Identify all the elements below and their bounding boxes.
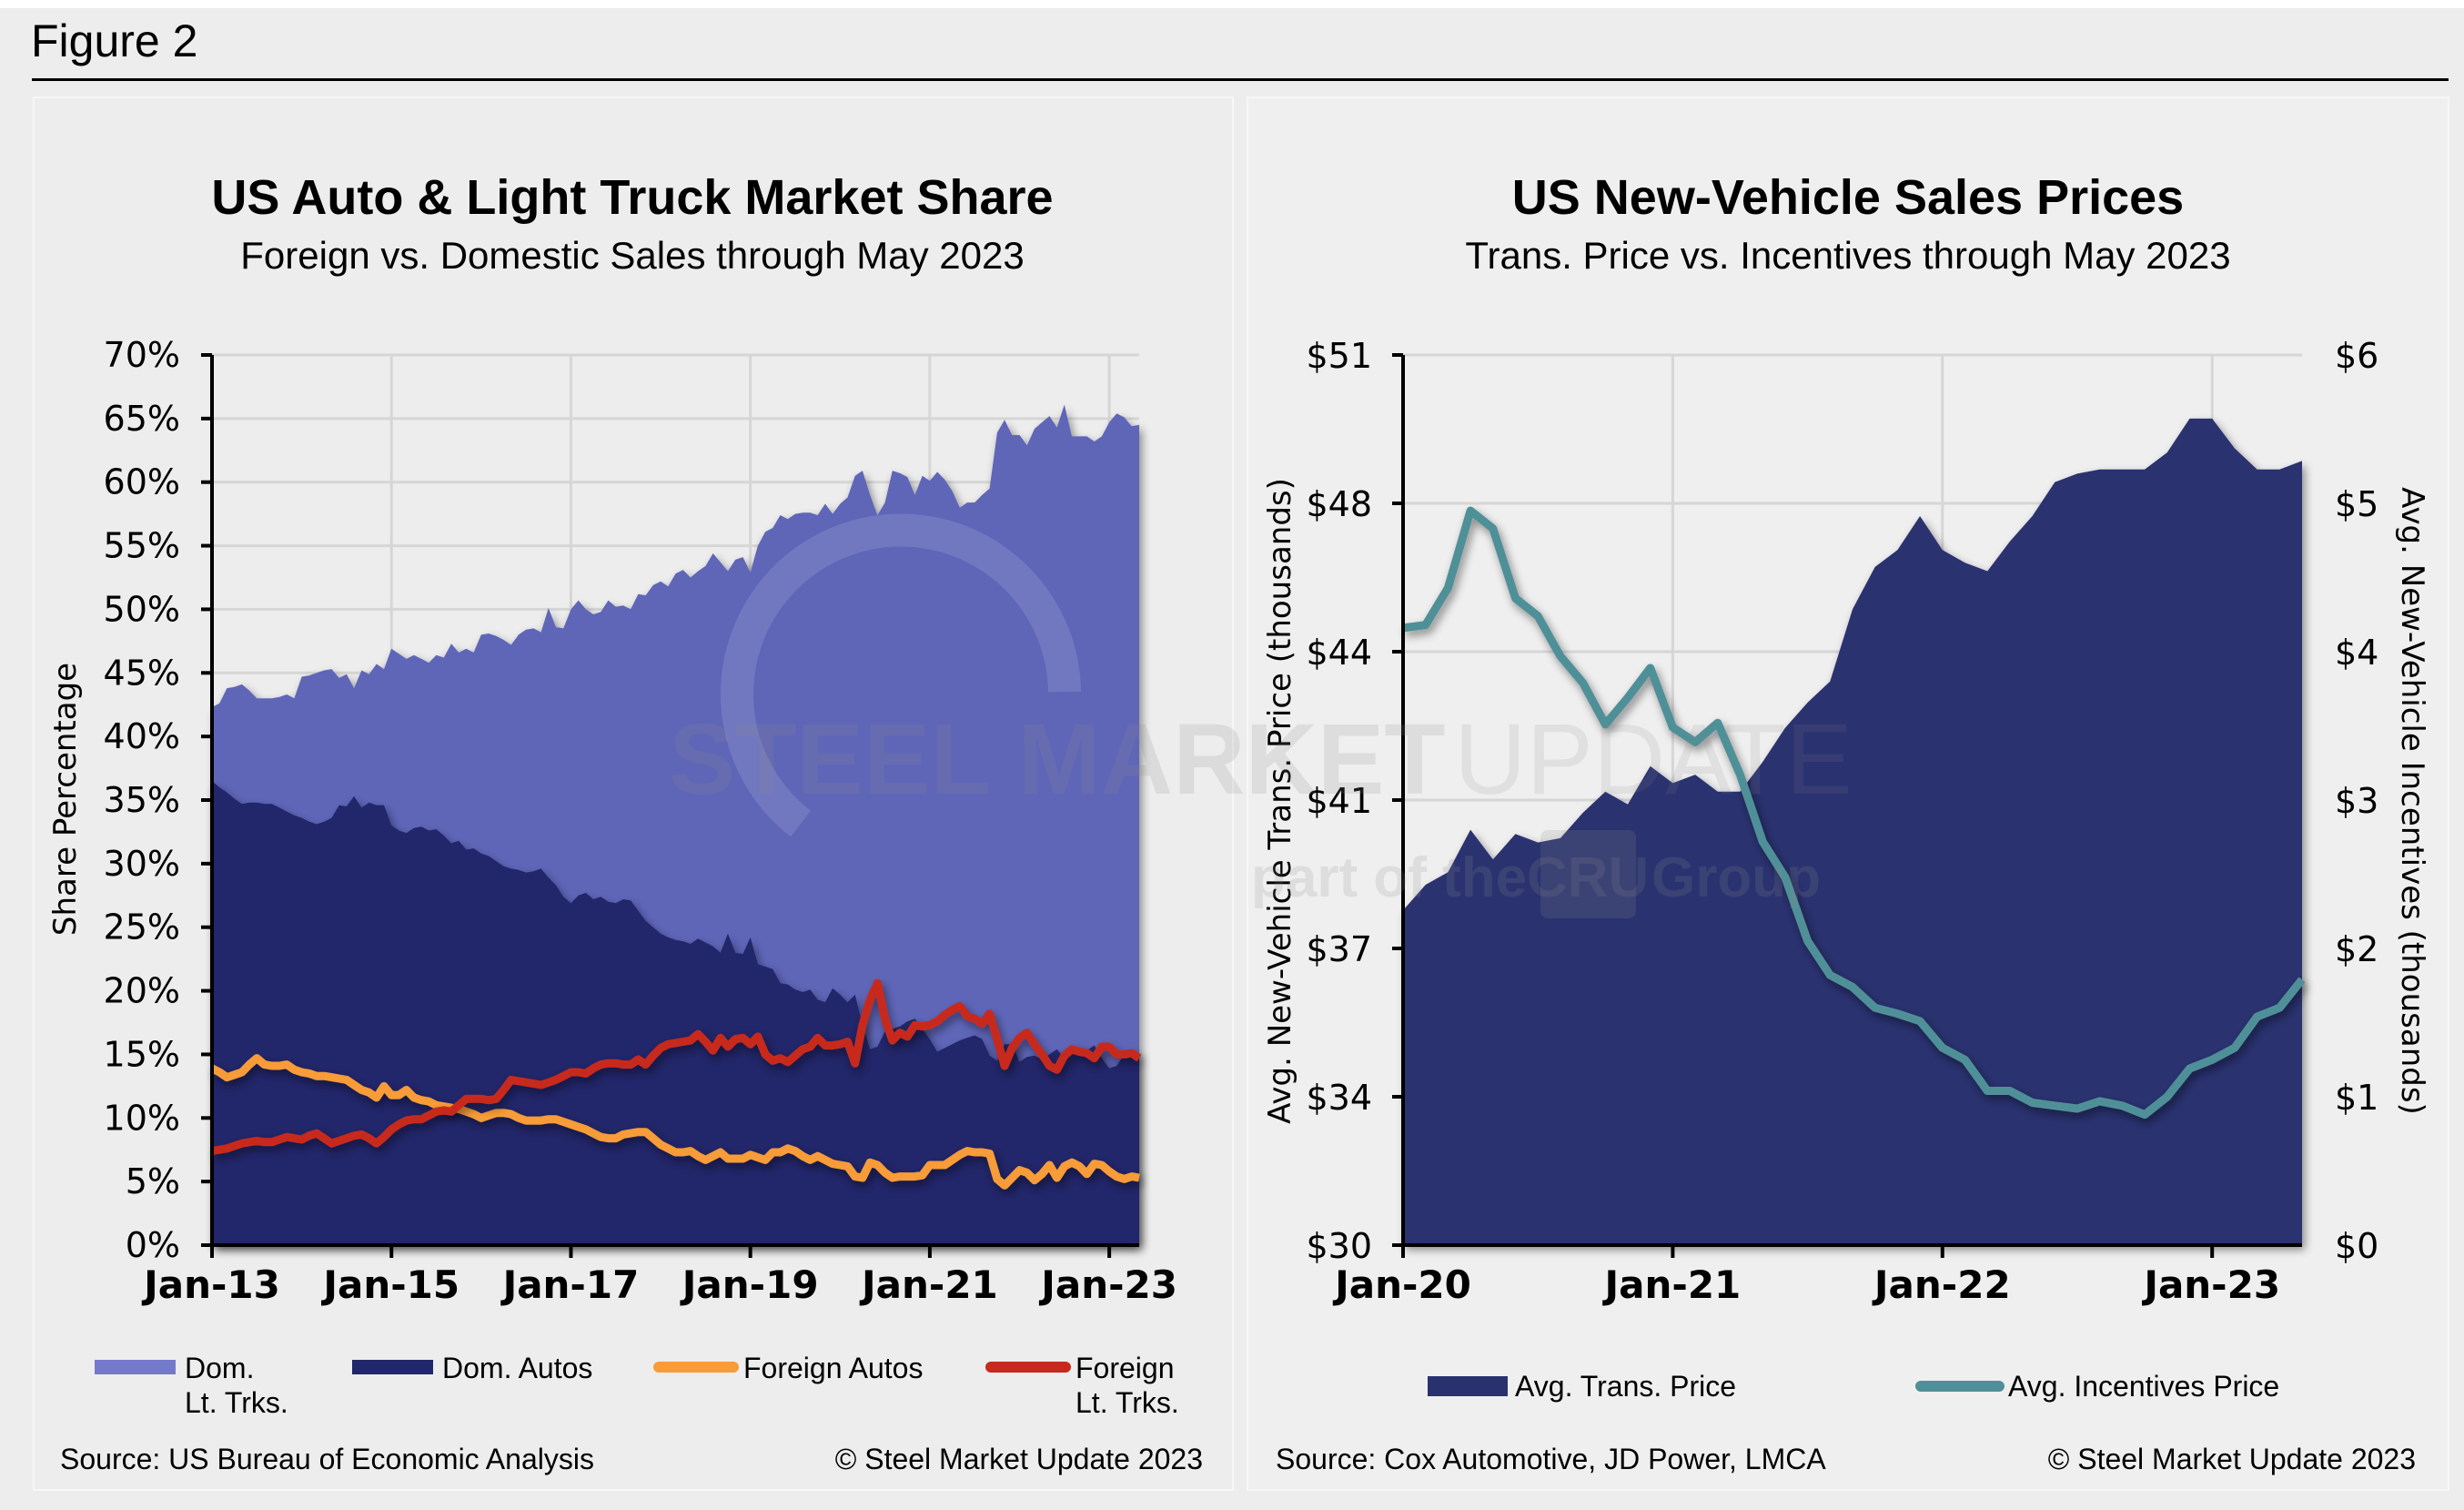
area-avg-trans-price — [1403, 418, 2302, 1245]
legend-label: Avg. Incentives Price — [2008, 1370, 2279, 1403]
y-tick-label: 65% — [104, 399, 180, 439]
y-tick-label-right: $0 — [2335, 1226, 2378, 1266]
legend-item-incentives: Avg. Incentives Price — [1915, 1370, 2279, 1403]
line-series — [1402, 506, 2306, 1120]
chart-title: US New-Vehicle Sales Prices — [1512, 170, 2184, 225]
chart-subtitle: Trans. Price vs. Incentives through May … — [1465, 234, 2230, 277]
legend-item-foreign-autos: Foreign Autos — [653, 1352, 923, 1384]
area-dom-autos — [212, 781, 1139, 1245]
y-tick-label: $44 — [1306, 633, 1372, 673]
legend: Avg. Trans. Price Avg. Incentives Price — [1428, 1370, 2279, 1403]
y-tick-labels-left: $30 $34 $37 $41 $44 $48 $51 — [1306, 336, 1372, 1266]
axes — [201, 353, 1139, 1258]
y-tick-label: $51 — [1306, 336, 1372, 376]
legend-label: Dom. Autos — [442, 1352, 592, 1384]
y-axis-title-right: Avg. New-Vehicle Incentives (thousands) — [2394, 487, 2430, 1115]
y-tick-label: 20% — [104, 971, 180, 1011]
x-tick-label: Jan-21 — [1602, 1262, 1742, 1307]
legend-label: Avg. Trans. Price — [1515, 1370, 1736, 1403]
area-series — [212, 404, 1139, 1245]
y-tick-label: 35% — [104, 780, 180, 820]
title-separator — [32, 78, 2449, 81]
y-tick-label: 30% — [104, 844, 180, 884]
y-tick-labels: 0% 5% 10% 15% 20% 25% 30% 35% 40% 45% 50% 55% 60% 65%… — [104, 335, 180, 1265]
y-tick-label: 50% — [104, 589, 180, 629]
y-tick-label-right: $2 — [2335, 929, 2378, 969]
y-tick-label: 25% — [104, 907, 180, 948]
area-series — [1403, 418, 2302, 1245]
y-axis-title: Share Percentage — [47, 663, 84, 936]
watermark: STEEL MARKET UPDATE part of the CRU Grou… — [669, 513, 1853, 918]
axes — [1392, 353, 2302, 1258]
legend-label: Dom. — [185, 1352, 254, 1384]
y-tick-label: 10% — [104, 1098, 180, 1138]
source-note: Source: Cox Automotive, JD Power, LMCA — [1276, 1443, 1826, 1475]
y-tick-label: 0% — [126, 1225, 180, 1265]
market-share-chart: US Auto & Light Truck Market Share Forei… — [47, 170, 1203, 1475]
legend-label-line2: Lt. Trks. — [185, 1386, 288, 1419]
watermark-cru: CRU — [1527, 846, 1649, 909]
y-tick-label: 5% — [126, 1161, 180, 1201]
legend-swatch-icon — [352, 1360, 433, 1374]
watermark-text-bold: STEEL MARKET — [669, 704, 1446, 816]
y-tick-label-right: $4 — [2335, 633, 2378, 673]
source-note: Source: US Bureau of Economic Analysis — [60, 1443, 594, 1475]
x-tick-label: Jan-20 — [1332, 1262, 1471, 1307]
y-tick-label: 45% — [104, 653, 180, 693]
y-tick-labels-right: $0 $1 $2 $3 $4 $5 $6 — [2335, 336, 2378, 1266]
y-tick-label: $48 — [1306, 484, 1372, 524]
x-tick-label: Jan-21 — [859, 1262, 998, 1307]
y-tick-label: $30 — [1306, 1226, 1372, 1266]
y-tick-label: 15% — [104, 1034, 180, 1074]
x-tick-label: Jan-13 — [141, 1262, 280, 1307]
y-tick-label: 60% — [104, 462, 180, 502]
watermark-text-light: UPDATE — [1454, 704, 1853, 816]
chart-subtitle: Foreign vs. Domestic Sales through May 2… — [240, 234, 1024, 277]
watermark-part-of: part of the — [1251, 846, 1527, 909]
y-tick-label: 40% — [104, 716, 180, 756]
line-foreign-lt-trks — [211, 978, 1142, 1156]
y-axis-title-left: Avg. New-Vehicle Trans. Price (thousands… — [1262, 478, 1298, 1124]
legend-item-dom-autos: Dom. Autos — [352, 1352, 592, 1384]
y-tick-label-right: $1 — [2335, 1078, 2378, 1118]
x-tick-label: Jan-23 — [2141, 1262, 2280, 1307]
y-tick-label: $34 — [1306, 1078, 1372, 1118]
x-tick-labels: Jan-13 Jan-15 Jan-17 Jan-19 Jan-21 Jan-23 — [141, 1262, 1177, 1307]
y-tick-label-right: $3 — [2335, 781, 2378, 821]
x-tick-label: Jan-15 — [320, 1262, 459, 1307]
watermark-arc-icon — [721, 513, 1081, 837]
y-tick-label: 70% — [104, 335, 180, 375]
line-avg-incentives-price — [1402, 506, 2306, 1120]
x-tick-label: Jan-22 — [1872, 1262, 2011, 1307]
legend-label-line2: Lt. Trks. — [1075, 1386, 1179, 1419]
y-tick-label: 55% — [104, 526, 180, 566]
y-tick-label: $41 — [1306, 781, 1372, 821]
figure-title: Figure 2 — [31, 15, 198, 66]
line-foreign-autos — [209, 1054, 1140, 1190]
x-tick-label: Jan-17 — [500, 1262, 640, 1307]
y-tick-label-right: $6 — [2335, 336, 2378, 376]
legend-label: Foreign — [1075, 1352, 1175, 1384]
watermark-group: Group — [1651, 846, 1821, 909]
legend-swatch-icon — [1428, 1376, 1508, 1396]
y-tick-label: $37 — [1306, 929, 1372, 969]
chart-title: US Auto & Light Truck Market Share — [211, 170, 1053, 225]
x-tick-labels: Jan-20 Jan-21 Jan-22 Jan-23 — [1332, 1262, 2280, 1307]
sales-prices-chart: US New-Vehicle Sales Prices Trans. Price… — [1262, 170, 2430, 1475]
x-tick-label: Jan-23 — [1038, 1262, 1177, 1307]
cru-badge-icon — [1540, 830, 1636, 918]
copyright-note: © Steel Market Update 2023 — [835, 1443, 1203, 1475]
legend-label: Foreign Autos — [743, 1352, 923, 1384]
x-tick-label: Jan-19 — [680, 1262, 819, 1307]
legend-item-dom-lt-trks: Dom.Lt. Trks. — [95, 1352, 288, 1419]
y-tick-label-right: $5 — [2335, 484, 2378, 524]
legend-item-trans-price: Avg. Trans. Price — [1428, 1370, 1736, 1403]
legend-swatch-icon — [95, 1360, 176, 1374]
line-series — [209, 978, 1142, 1190]
legend: Dom.Lt. Trks.Dom. Autos Foreign Autos Fore… — [95, 1352, 1179, 1419]
copyright-note: © Steel Market Update 2023 — [2048, 1443, 2416, 1475]
